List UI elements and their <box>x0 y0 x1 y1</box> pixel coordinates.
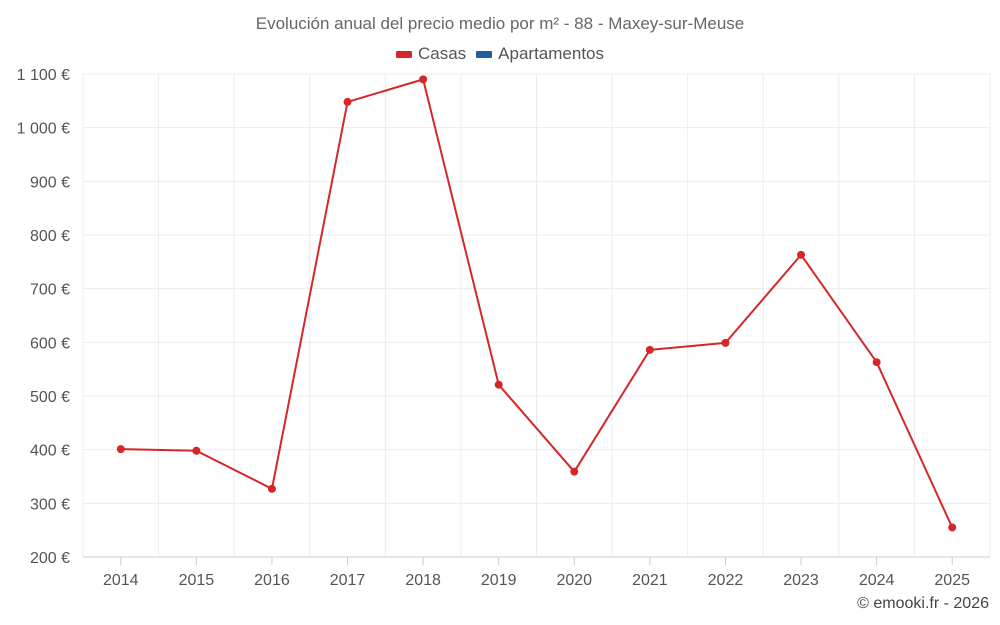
data-point-casas-2014 <box>116 445 125 454</box>
x-tick-label: 2018 <box>405 572 441 589</box>
y-axis-ticks: 200 € 300 € 400 € 500 € 600 € 700 € 800 € 900 €… <box>17 67 70 567</box>
series-line-casas <box>120 78 954 528</box>
x-tick-label: 2022 <box>708 572 744 589</box>
legend: Casas Apartamentos <box>0 44 1000 64</box>
legend-swatch-apartamentos <box>476 50 493 58</box>
data-point-casas-2024 <box>872 358 881 367</box>
data-point-casas-2020 <box>570 467 579 476</box>
y-tick-label: 700 € <box>30 282 70 299</box>
legend-swatch-casas <box>395 50 412 58</box>
x-axis-ticks: 2014 2015 2016 2017 2018 2019 2020 2021 2022 2023… <box>103 557 970 589</box>
x-tick-label: 2014 <box>103 572 139 589</box>
y-tick-label: 500 € <box>30 389 70 406</box>
y-tick-label: 800 € <box>30 228 70 245</box>
data-point-casas-2021 <box>645 345 654 354</box>
copyright-footer: © emooki.fr - 2026 <box>857 595 989 612</box>
legend-label-casas: Casas <box>417 44 467 63</box>
x-tick-label: 2020 <box>556 572 592 589</box>
legend-item-casas[interactable]: Casas <box>395 44 467 64</box>
x-tick-label: 2025 <box>934 572 970 589</box>
y-tick-label: 1 100 € <box>17 67 70 84</box>
legend-label-apartamentos: Apartamentos <box>498 44 605 63</box>
y-tick-label: 1 000 € <box>17 121 70 138</box>
x-tick-label: 2023 <box>783 572 819 589</box>
data-point-casas-2016 <box>267 484 276 493</box>
x-tick-label: 2015 <box>179 572 215 589</box>
y-tick-label: 200 € <box>30 550 70 567</box>
legend-item-apartamentos[interactable]: Apartamentos <box>476 44 604 64</box>
data-point-casas-2025 <box>948 523 957 532</box>
x-tick-label: 2021 <box>632 572 668 589</box>
y-tick-label: 900 € <box>30 174 70 191</box>
data-point-casas-2018 <box>419 75 428 84</box>
y-tick-label: 300 € <box>30 496 70 513</box>
x-tick-label: 2019 <box>481 572 517 589</box>
x-tick-label: 2024 <box>859 572 895 589</box>
grid-lines <box>82 73 991 558</box>
data-point-casas-2022 <box>721 338 730 347</box>
x-tick-label: 2016 <box>254 572 290 589</box>
chart-title: Evolución anual del precio medio por m² … <box>255 14 745 33</box>
y-tick-label: 400 € <box>30 443 70 460</box>
data-point-casas-2015 <box>192 446 201 455</box>
data-point-casas-2023 <box>797 250 806 259</box>
y-tick-label: 600 € <box>30 335 70 352</box>
x-tick-label: 2017 <box>330 572 366 589</box>
series-layer <box>116 75 957 532</box>
data-point-casas-2019 <box>494 380 503 389</box>
data-point-casas-2017 <box>343 97 352 106</box>
